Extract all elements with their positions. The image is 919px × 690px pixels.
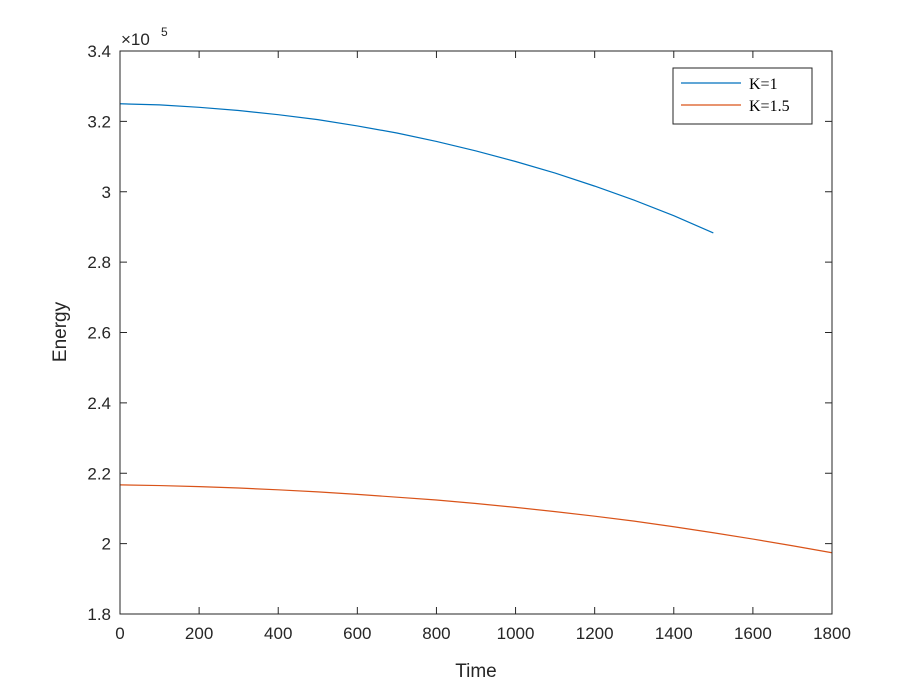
y-tick-label: 2	[102, 535, 111, 554]
x-tick-label: 1200	[576, 624, 614, 643]
y-tick-label: 3.4	[87, 42, 111, 61]
x-tick-label: 400	[264, 624, 292, 643]
x-tick-label: 0	[115, 624, 124, 643]
series-line-k1	[119, 103, 714, 234]
legend[interactable]: K=1 K=1.5	[672, 67, 813, 125]
legend-label-k1: K=1	[749, 76, 778, 93]
y-tick-label: 3	[102, 183, 111, 202]
y-exponent-power: 5	[161, 25, 168, 39]
legend-box	[672, 67, 813, 125]
x-tick-label: 1800	[813, 624, 851, 643]
x-axis-label: Time	[455, 661, 497, 682]
y-tick-label: 2.6	[87, 324, 111, 343]
x-tick-label: 1400	[655, 624, 693, 643]
y-tick-labels: 1.8 2 2.2 2.4 2.6 2.8 3 3.2 3.4	[87, 42, 111, 624]
y-tick-label: 1.8	[87, 605, 111, 624]
series-layer	[119, 103, 833, 554]
x-tick-label: 1600	[734, 624, 772, 643]
legend-label-k15: K=1.5	[749, 98, 790, 115]
y-tick-label: 3.2	[87, 112, 111, 131]
y-tick-label: 2.8	[87, 253, 111, 272]
y-axis-label: Energy	[50, 301, 71, 362]
y-exponent-multiplier: ×10	[121, 30, 150, 49]
series-line-k15	[119, 484, 833, 554]
y-tick-label: 2.2	[87, 464, 111, 483]
x-tick-label: 200	[185, 624, 213, 643]
x-tick-label: 600	[343, 624, 371, 643]
plot-area	[120, 51, 832, 614]
x-tick-labels: 0 200 400 600 800 1000 1200 1400 1600 1800	[115, 624, 851, 643]
x-tick-label: 800	[422, 624, 450, 643]
axes-box	[119, 50, 833, 615]
y-tick-label: 2.4	[87, 394, 111, 413]
x-tick-label: 1000	[497, 624, 535, 643]
